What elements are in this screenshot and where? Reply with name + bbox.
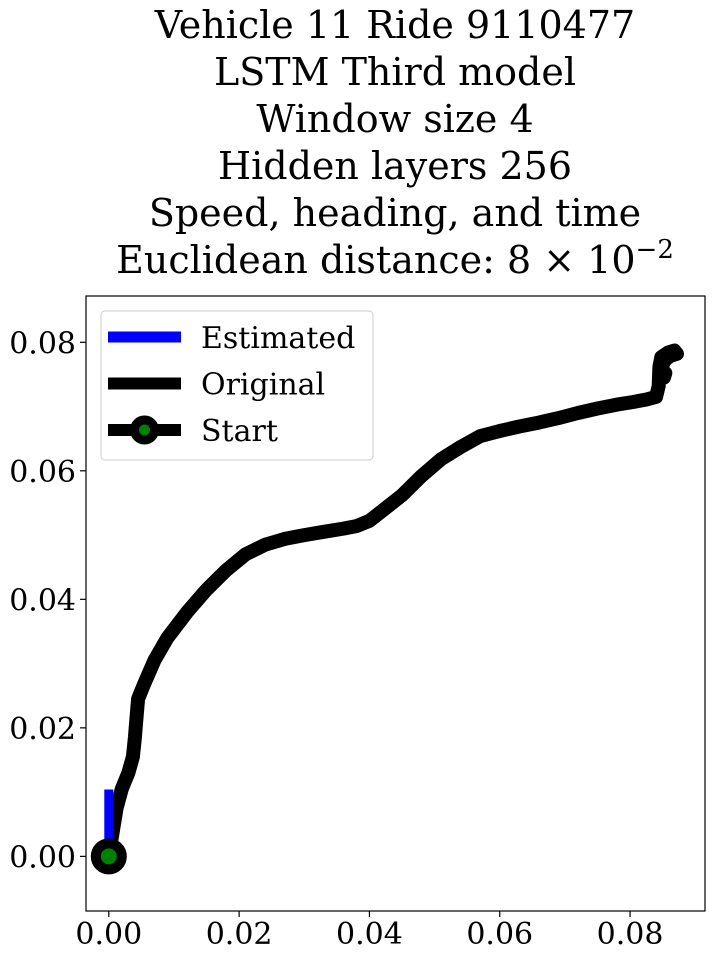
distance-times: × [531,238,587,282]
x-tick-label: 0.02 [206,917,273,952]
legend-label: Original [201,368,325,403]
y-tick-label: 0.02 [9,712,76,747]
plot-frame [85,295,706,912]
legend: Estimated Original Start [100,310,374,461]
series-line-original [101,343,684,864]
legend-box [100,310,374,461]
series-layer [90,343,684,875]
distance-prefix: Euclidean distance: [116,238,507,282]
title-line-3: Window size 4 [256,97,533,141]
y-tick-label: 0.08 [9,326,76,361]
distance-base: 10 [587,238,635,282]
distance-mantissa: 8 [507,238,531,282]
legend-label: Start [201,414,278,449]
y-tick-label: 0.06 [9,455,76,490]
title-line-4: Hidden layers 256 [218,144,572,188]
legend-item-start: Start [108,414,278,449]
legend-marker [130,415,159,445]
legend-item-estimated: Estimated [108,321,355,356]
y-axis: 0.00 0.02 0.04 0.06 0.08 [9,326,86,875]
x-tick-label: 0.06 [466,917,533,952]
x-tick-label: 0.04 [336,917,403,952]
start-marker [90,838,127,875]
title-line-5: Speed, heading, and time [149,191,641,235]
y-tick-label: 0.00 [9,840,76,875]
x-tick-label: 0.00 [75,917,142,952]
legend-item-original: Original [108,368,325,403]
title-line-2: LSTM Third model [214,50,576,94]
title-line-1: Vehicle 11 Ride 9110477 [154,3,635,47]
legend-label: Estimated [201,321,355,356]
distance-exponent: −2 [636,235,674,265]
x-tick-label: 0.08 [597,917,664,952]
y-tick-label: 0.04 [9,583,76,618]
title-distance-line: Euclidean distance: 8 × 10−2 [116,235,674,282]
x-axis: 0.00 0.02 0.04 0.06 0.08 [75,911,663,952]
